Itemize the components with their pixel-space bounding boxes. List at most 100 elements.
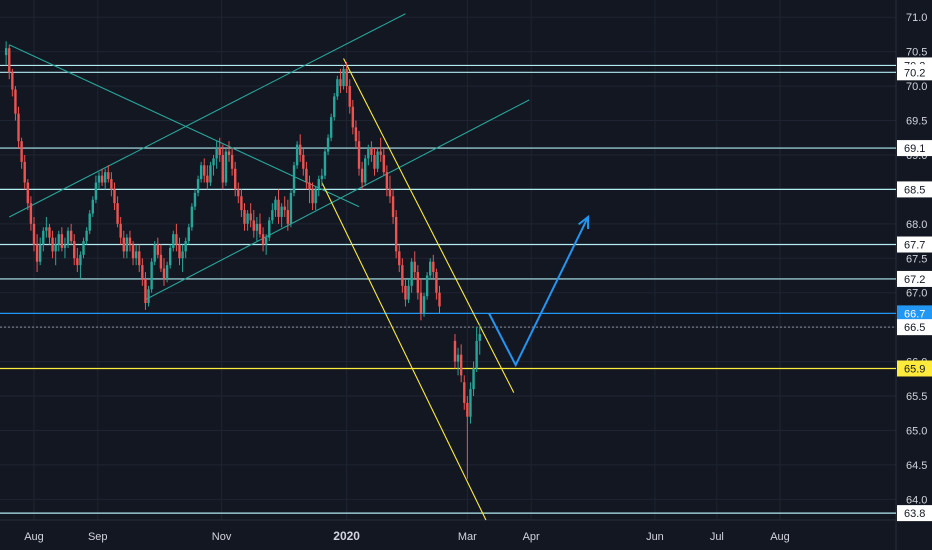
candle [110,172,113,197]
candle-body [45,227,48,231]
candle [17,106,20,149]
candle-body [398,251,401,266]
candle-body [370,148,373,155]
candle [370,141,373,162]
time-tick-label: Jul [710,531,724,543]
candle [308,175,311,204]
candle-body [172,234,175,248]
badge-background [897,360,932,377]
candle-body [35,244,39,262]
candle [66,227,70,248]
candle [193,189,197,211]
candle-body [289,192,293,224]
candle [413,251,416,279]
candle [227,141,231,162]
candle-body [181,251,184,259]
badge-label: 70.2 [904,67,925,79]
badge-background [897,270,932,287]
candle-body [339,79,342,87]
candle [463,375,466,410]
candle [97,172,101,190]
time-tick-label: Mar [458,531,477,543]
candle-body [469,389,472,417]
candle-body [221,154,225,183]
candle-body [76,258,79,266]
price-level-badge: 70.2 [897,64,932,81]
candle [206,165,209,190]
candle-body [187,227,190,242]
candle-body [367,148,370,159]
candle [258,213,262,238]
time-tick-label: Aug [24,531,44,543]
candle-body [26,182,30,204]
candle [131,241,135,266]
candle-body [382,154,385,173]
candle-body [240,196,243,211]
candle [153,241,156,266]
candle-body [122,237,125,252]
time-axis[interactable]: Aug Sep Nov 2020 Mar Apr Jun Jul Aug [24,529,790,543]
candle [478,323,481,355]
candle-body [150,261,153,290]
candle [295,141,299,169]
candle-body [42,230,45,245]
candle-body [4,48,8,56]
price-tick-label: 69.5 [906,116,927,128]
candle [364,154,367,186]
candle [79,251,82,279]
candle-body [329,117,333,138]
candle-body [261,234,265,245]
candle-body [159,254,163,269]
badge-background [897,305,932,322]
candle-body [394,216,398,252]
candle-body [456,354,460,362]
candle-body [196,179,200,193]
candle-body [178,244,181,259]
candle-body [60,234,64,248]
candle-body [391,196,395,217]
candle-body [97,175,101,183]
candle-body [435,272,438,293]
candle [107,165,110,183]
trend-lines [8,13,530,521]
candle [410,258,413,293]
candle-body [351,106,355,128]
candle-body [274,199,277,211]
candle [26,179,30,211]
candle-body [23,161,26,183]
candle-body [379,151,382,155]
candle [323,148,327,180]
candle [419,278,423,321]
candle-body [100,175,104,183]
price-level-badge: 69.1 [897,140,932,157]
candle-body [326,137,330,152]
candle-body [134,251,138,259]
badge-background [897,505,932,522]
candle [209,161,212,186]
price-level-badge: 66.7 [897,305,932,322]
price-tick-label: 65.5 [906,391,927,403]
candle-body [165,265,169,279]
candle [329,113,333,142]
price-tick-label: 67.0 [906,288,927,300]
candle [472,361,475,397]
candle-body [193,192,197,207]
candle [82,237,85,259]
candle-body [317,179,320,190]
price-axis[interactable]: 64.064.565.065.566.066.567.067.568.068.5… [906,12,927,506]
candle-body [364,158,367,183]
candle-body [113,189,116,204]
candle [348,79,351,114]
candle [147,285,150,307]
candle [326,134,330,155]
candle [274,196,277,217]
candle-body [156,244,160,255]
candle [168,244,172,269]
candle-body [320,175,324,180]
candle [317,175,320,197]
price-tick-label: 65.0 [906,425,927,437]
candle-body [17,113,20,142]
candle-body [190,206,194,228]
